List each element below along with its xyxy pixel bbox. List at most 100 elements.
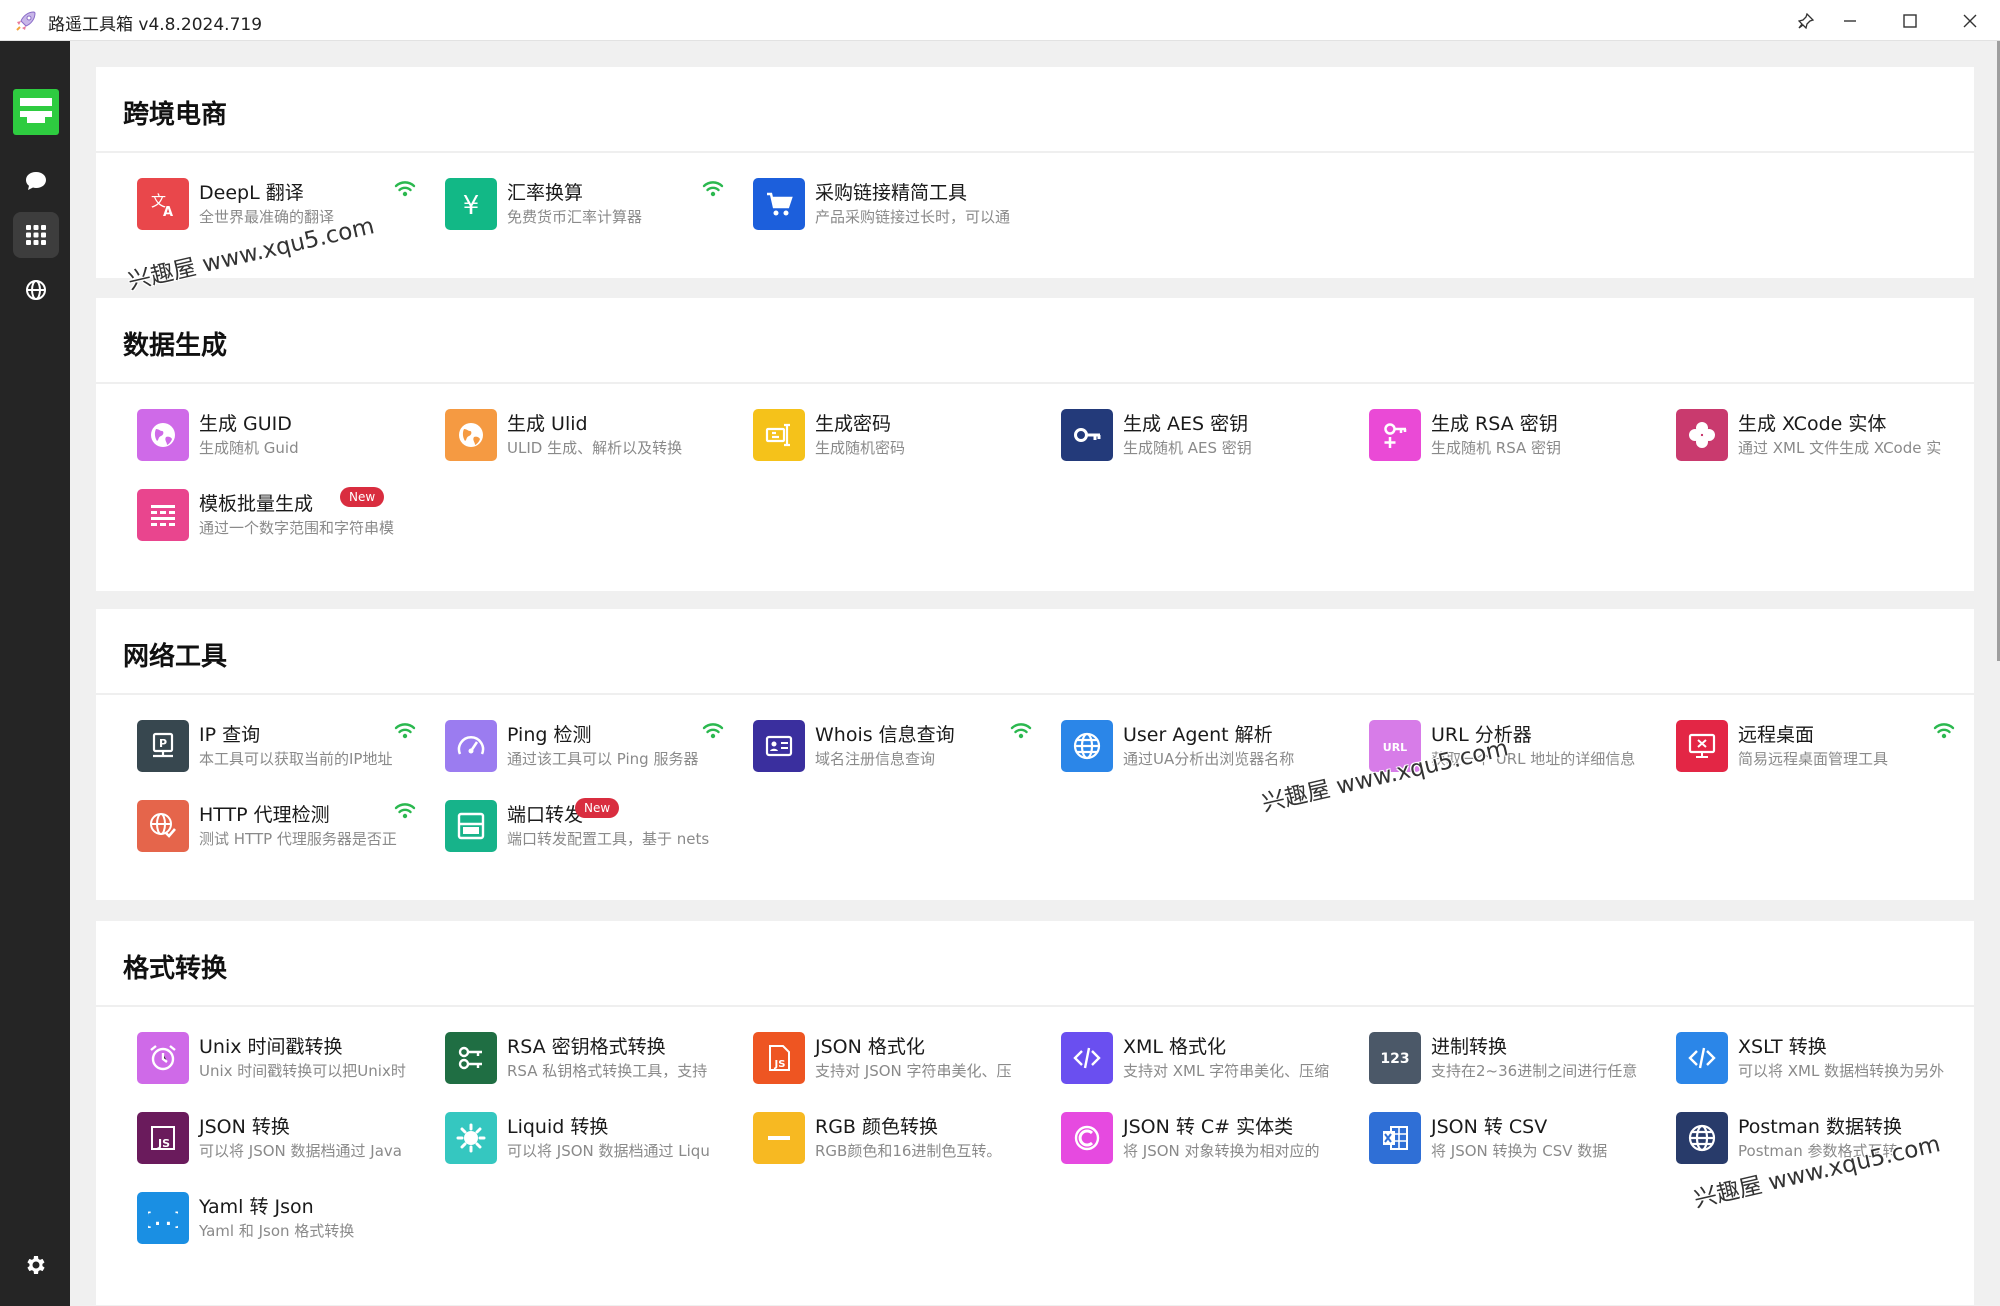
tool-card[interactable]: 模板批量生成 通过一个数字范围和字符串模 New bbox=[126, 479, 426, 543]
tool-card[interactable]: Ping 检测 通过该工具可以 Ping 服务器 bbox=[434, 710, 734, 774]
tool-card[interactable]: 生成 GUID 生成随机 Guid bbox=[126, 399, 426, 463]
tool-card[interactable]: ¥ 汇率换算免费货币汇率计算器 bbox=[434, 168, 734, 232]
sidebar-item-apps[interactable] bbox=[13, 212, 59, 258]
tool-card[interactable]: Unix 时间戳转换 Unix 时间戳转换可以把Unix时 bbox=[126, 1022, 426, 1086]
tool-card[interactable]: RSA 密钥格式转换 RSA 私钥格式转换工具，支持 bbox=[434, 1022, 734, 1086]
tool-name: HTTP 代理检测 bbox=[199, 804, 330, 826]
tool-card[interactable]: 文 A DeepL 翻译 全世界最准确的翻译 bbox=[126, 168, 426, 232]
js-file-icon: JS bbox=[753, 1032, 805, 1084]
title-bar: 路遥工具箱 v4.8.2024.719 bbox=[0, 0, 2000, 41]
globe-shape-icon bbox=[137, 409, 189, 461]
wifi-online-icon bbox=[1010, 722, 1032, 740]
id-card-icon bbox=[753, 720, 805, 772]
close-button[interactable] bbox=[1940, 0, 2000, 41]
tool-card[interactable]: P IP 查询 本工具可以获取当前的IP地址 bbox=[126, 710, 426, 774]
sidebar-item-web[interactable] bbox=[13, 267, 59, 313]
tool-card[interactable]: 生成 RSA 密钥 生成随机 RSA 密钥 bbox=[1358, 399, 1658, 463]
tool-name: JSON 转换 bbox=[199, 1116, 290, 1138]
tool-card[interactable]: 生成 AES 密钥 生成随机 AES 密钥 bbox=[1050, 399, 1350, 463]
close-icon bbox=[1963, 14, 1977, 27]
tool-description: 生成随机 AES 密钥 bbox=[1123, 439, 1252, 457]
tool-card[interactable]: Liquid 转换 可以将 JSON 数据档通过 Liqu bbox=[434, 1102, 734, 1166]
globe-line-icon bbox=[1061, 720, 1113, 772]
tool-description: 生成随机密码 bbox=[815, 439, 906, 457]
csharp-icon bbox=[1061, 1112, 1113, 1164]
yen-icon: ¥ bbox=[445, 178, 497, 230]
tool-card[interactable]: User Agent 解析 通过UA分析出浏览器名称 bbox=[1050, 710, 1350, 774]
tool-description: 本工具可以获取当前的IP地址 bbox=[199, 750, 393, 768]
globe-icon bbox=[26, 280, 46, 300]
tool-name: 端口转发 bbox=[507, 804, 584, 826]
tool-description: 可以将 XML 数据档转换为另外 bbox=[1738, 1062, 1945, 1080]
tool-description: 全世界最准确的翻译 bbox=[199, 208, 335, 226]
section-card: 网络工具 P IP 查询 本工具可以获取当前的IP地址 Ping 检测 通过该工具可以 P… bbox=[96, 609, 1974, 900]
tool-card[interactable]: XSLT 转换 可以将 XML 数据档转换为另外 bbox=[1665, 1022, 1965, 1086]
tool-name: 生成 Ulid bbox=[507, 413, 588, 435]
tool-card[interactable]: 生成 Ulid ULID 生成、解析以及转换 bbox=[434, 399, 734, 463]
tool-description: 获取一个 URL 地址的详细信息 bbox=[1431, 750, 1636, 768]
maximize-button[interactable] bbox=[1880, 0, 1940, 41]
tool-name: 远程桌面 bbox=[1738, 724, 1815, 746]
tool-card[interactable]: JSON 转 CSV 将 JSON 转换为 CSV 数据 bbox=[1358, 1102, 1658, 1166]
tool-card[interactable]: JS JSON 转换 可以将 JSON 数据档通过 Java bbox=[126, 1102, 426, 1166]
wifi-online-icon bbox=[394, 802, 416, 820]
app-avatar[interactable] bbox=[13, 89, 59, 135]
tool-card[interactable]: HTTP 代理检测 测试 HTTP 代理服务器是否正 bbox=[126, 790, 426, 854]
tool-description: 免费货币汇率计算器 bbox=[507, 208, 643, 226]
section-divider bbox=[96, 693, 1974, 695]
tool-name: JSON 格式化 bbox=[815, 1036, 925, 1058]
code-icon bbox=[1061, 1032, 1113, 1084]
tool-name: 采购链接精简工具 bbox=[815, 182, 968, 204]
tool-description: 支持在2~36进制之间进行任意 bbox=[1431, 1062, 1638, 1080]
tool-description: 支持对 XML 字符串美化、压缩 bbox=[1123, 1062, 1330, 1080]
tool-name: 汇率换算 bbox=[507, 182, 584, 204]
tool-description: 简易远程桌面管理工具 bbox=[1738, 750, 1889, 768]
svg-text:A: A bbox=[163, 205, 173, 219]
tool-description: 将 JSON 转换为 CSV 数据 bbox=[1431, 1142, 1608, 1160]
minimize-button[interactable] bbox=[1820, 0, 1880, 41]
tool-card[interactable]: {..} Yaml 转 Json Yaml 和 Json 格式转换 bbox=[126, 1182, 426, 1246]
svg-text:JS: JS bbox=[774, 1059, 786, 1070]
alarm-icon bbox=[137, 1032, 189, 1084]
tool-card[interactable]: Whois 信息查询 域名注册信息查询 bbox=[742, 710, 1042, 774]
tool-card[interactable]: 生成密码 生成随机密码 bbox=[742, 399, 1042, 463]
section-card: 数据生成 生成 GUID 生成随机 Guid 生成 Ulid ULID 生成、解析以及转… bbox=[96, 298, 1974, 591]
key-icon bbox=[1061, 409, 1113, 461]
template-icon bbox=[137, 489, 189, 541]
settings-button[interactable] bbox=[13, 1242, 59, 1288]
pin-button[interactable] bbox=[1776, 0, 1836, 41]
tool-card[interactable]: 123 进制转换 支持在2~36进制之间进行任意 bbox=[1358, 1022, 1658, 1086]
tool-name: Liquid 转换 bbox=[507, 1116, 609, 1138]
wifi-online-icon bbox=[394, 180, 416, 198]
new-badge: New bbox=[340, 487, 385, 507]
gauge-icon bbox=[445, 720, 497, 772]
js-icon: JS bbox=[137, 1112, 189, 1164]
tool-name: RGB 颜色转换 bbox=[815, 1116, 938, 1138]
tool-description: Unix 时间戳转换可以把Unix时 bbox=[199, 1062, 406, 1080]
tool-card[interactable]: 端口转发 端口转发配置工具，基于 nets New bbox=[434, 790, 734, 854]
tool-card[interactable]: URL URL 分析器 获取一个 URL 地址的详细信息 bbox=[1358, 710, 1658, 774]
tool-card[interactable]: RGB 颜色转换 RGB颜色和16进制色互转。 bbox=[742, 1102, 1042, 1166]
tool-name: 生成 XCode 实体 bbox=[1738, 413, 1887, 435]
tool-card[interactable]: JSON 转 C# 实体类将 JSON 对象转换为相对应的 bbox=[1050, 1102, 1350, 1166]
maximize-icon bbox=[1903, 13, 1917, 28]
vertical-scrollbar[interactable] bbox=[1997, 41, 2000, 661]
tool-card[interactable]: JS JSON 格式化 支持对 JSON 字符串美化、压 bbox=[742, 1022, 1042, 1086]
tool-description: 生成随机 Guid bbox=[199, 439, 299, 457]
tool-description: 通过 XML 文件生成 XCode 实 bbox=[1738, 439, 1942, 457]
sidebar-item-chat[interactable] bbox=[13, 158, 59, 204]
comment-icon bbox=[26, 172, 46, 190]
tool-card[interactable]: 生成 XCode 实体通过 XML 文件生成 XCode 实 bbox=[1665, 399, 1965, 463]
tool-card[interactable]: XML 格式化 支持对 XML 字符串美化、压缩 bbox=[1050, 1022, 1350, 1086]
apps-grid-icon bbox=[26, 225, 46, 245]
wifi-online-icon bbox=[702, 722, 724, 740]
pin-icon bbox=[1798, 12, 1814, 29]
tool-description: Postman 参数格式互转 bbox=[1738, 1142, 1898, 1160]
tool-card[interactable]: 远程桌面简易远程桌面管理工具 bbox=[1665, 710, 1965, 774]
tool-name: 生成 GUID bbox=[199, 413, 292, 435]
tool-card[interactable]: 采购链接精简工具 产品采购链接过长时，可以通 bbox=[742, 168, 1042, 232]
new-badge: New bbox=[575, 798, 620, 818]
tool-card[interactable]: Postman 数据转换 Postman 参数格式互转 bbox=[1665, 1102, 1965, 1166]
globe-line-icon bbox=[1676, 1112, 1728, 1164]
tool-name: JSON 转 C# 实体类 bbox=[1123, 1116, 1294, 1138]
